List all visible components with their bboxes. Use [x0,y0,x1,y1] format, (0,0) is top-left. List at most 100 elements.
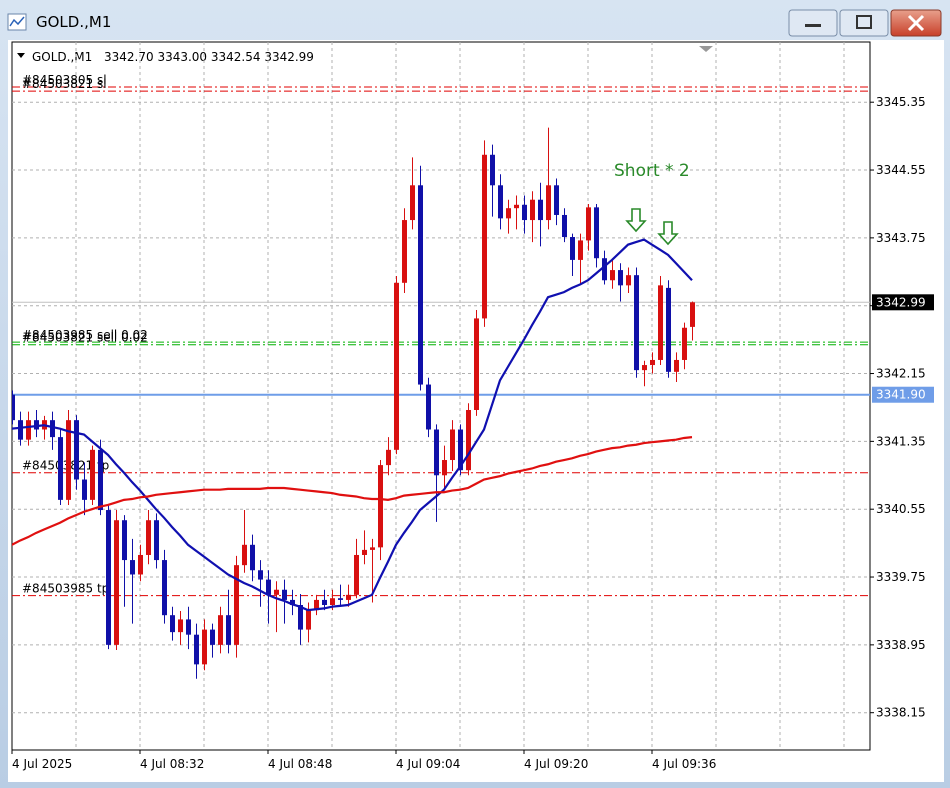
candle-body [330,598,335,606]
y-tick-label: 3342.15 [876,367,926,381]
x-tick-label: 4 Jul 08:32 [140,757,204,771]
candle-body [250,544,255,571]
candle-body [378,465,383,548]
minimize-button[interactable] [788,9,838,37]
candle-body [258,570,263,580]
plot-clip: #84503805 sl#84503821 sl #84503985 sell 0… [12,42,870,750]
candle-body [122,520,127,561]
candle-body [186,619,191,635]
candle-body [162,560,167,616]
candle-body [210,629,215,645]
candle-body [426,384,431,430]
candle-body [386,449,391,466]
candle-body [146,520,151,555]
candle-body [538,199,543,221]
scroll-marker [699,46,713,52]
candle-body [322,599,327,606]
candle-body [106,510,111,645]
candle-body [674,359,679,372]
candle-body [482,154,487,319]
y-tick-label: 3344.55 [876,163,926,177]
candle-body [474,318,479,410]
candle-body [506,208,511,219]
candle-body [458,429,463,471]
window-title: GOLD.,M1 [36,13,111,31]
y-tick-label: 3340.55 [876,502,926,516]
menu-triangle [17,53,25,58]
candle-body [306,610,311,630]
candle-body [570,237,575,260]
annotation: Short * 2 [614,161,690,181]
candle-body [602,258,607,281]
plot-area [11,41,871,751]
candle-body [82,479,87,500]
candle-body [74,420,79,480]
candle-body [610,270,615,281]
candle-body [154,520,159,561]
candle-body [634,275,639,371]
candle-body [130,560,135,575]
candle-body [138,554,143,575]
y-tick-label: 3339.75 [876,570,926,584]
candle-body [578,240,583,260]
arrow-down [657,221,679,246]
candle-body [346,594,351,600]
chart-layer: #84503805 sl#84503821 sl #84503985 sell 0… [11,42,934,771]
candle-body [522,204,527,221]
candle-body [178,619,183,633]
candle-body [490,154,495,186]
candle-body [402,220,407,283]
x-tick-label: 4 Jul 09:04 [396,757,460,771]
candle-body [618,270,623,286]
y-tick-label: 3341.35 [876,434,926,448]
candle-body [194,634,199,665]
candle-body [50,420,55,438]
candle-body [66,420,71,500]
maximize-button[interactable] [839,9,889,37]
candle-body [514,204,519,209]
candle-body [586,207,591,241]
candle-body [218,615,223,645]
candle-body [690,302,695,327]
candle-body [498,185,503,219]
candle-body [546,185,551,221]
candle-body [626,275,631,286]
window-icon-glyph [9,16,25,27]
candle-body [394,282,399,450]
candle-body [290,599,295,606]
candle-body [12,394,15,421]
candle-body [650,359,655,366]
header-quote: 3342.70 3343.00 3342.54 3342.99 [104,50,314,64]
candle-body [274,589,279,595]
candle-body [34,420,39,430]
order-label: #84503821 sl [22,77,107,91]
candle-body [98,449,103,511]
candle-body [282,589,287,600]
y-tick-label: 3338.15 [876,706,926,720]
close-glyph [907,14,925,32]
candle-body [18,420,23,440]
x-tick-label: 4 Jul 09:36 [652,757,716,771]
bid-tag-label: 3342.99 [876,295,926,309]
candle-body [354,554,359,595]
candle-body [58,437,63,500]
price-tag-label: 3341.90 [876,388,926,402]
candle-body [314,599,319,611]
candle-body [434,429,439,476]
candle-body [362,549,367,555]
candle-body [170,615,175,633]
candle-body [594,207,599,259]
candle-body [298,605,303,630]
candle-body [90,449,95,500]
candle-body [562,214,567,238]
candle-body [114,520,119,645]
order-label: #84503985 sell 0.02 [22,328,148,342]
y-tick-label: 3345.35 [876,95,926,109]
candle-body [226,615,231,645]
candle-body [682,327,687,360]
candle-body [234,565,239,645]
candle-body [418,185,423,385]
x-tick-label: 4 Jul 08:48 [268,757,332,771]
